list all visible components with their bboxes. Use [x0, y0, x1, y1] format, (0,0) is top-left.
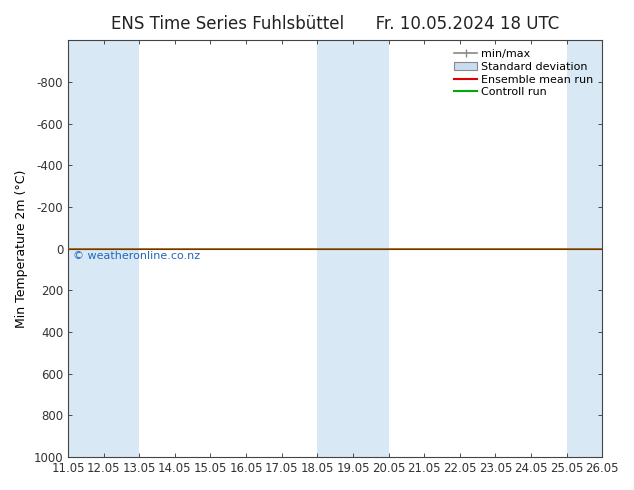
Bar — [318, 40, 353, 457]
Bar — [567, 40, 602, 457]
Legend: min/max, Standard deviation, Ensemble mean run, Controll run: min/max, Standard deviation, Ensemble me… — [451, 46, 597, 100]
Bar — [68, 40, 103, 457]
Bar — [353, 40, 389, 457]
Bar — [103, 40, 139, 457]
Text: © weatheronline.co.nz: © weatheronline.co.nz — [74, 251, 200, 261]
Y-axis label: Min Temperature 2m (°C): Min Temperature 2m (°C) — [15, 170, 28, 328]
Title: ENS Time Series Fuhlsbüttel      Fr. 10.05.2024 18 UTC: ENS Time Series Fuhlsbüttel Fr. 10.05.20… — [111, 15, 559, 33]
